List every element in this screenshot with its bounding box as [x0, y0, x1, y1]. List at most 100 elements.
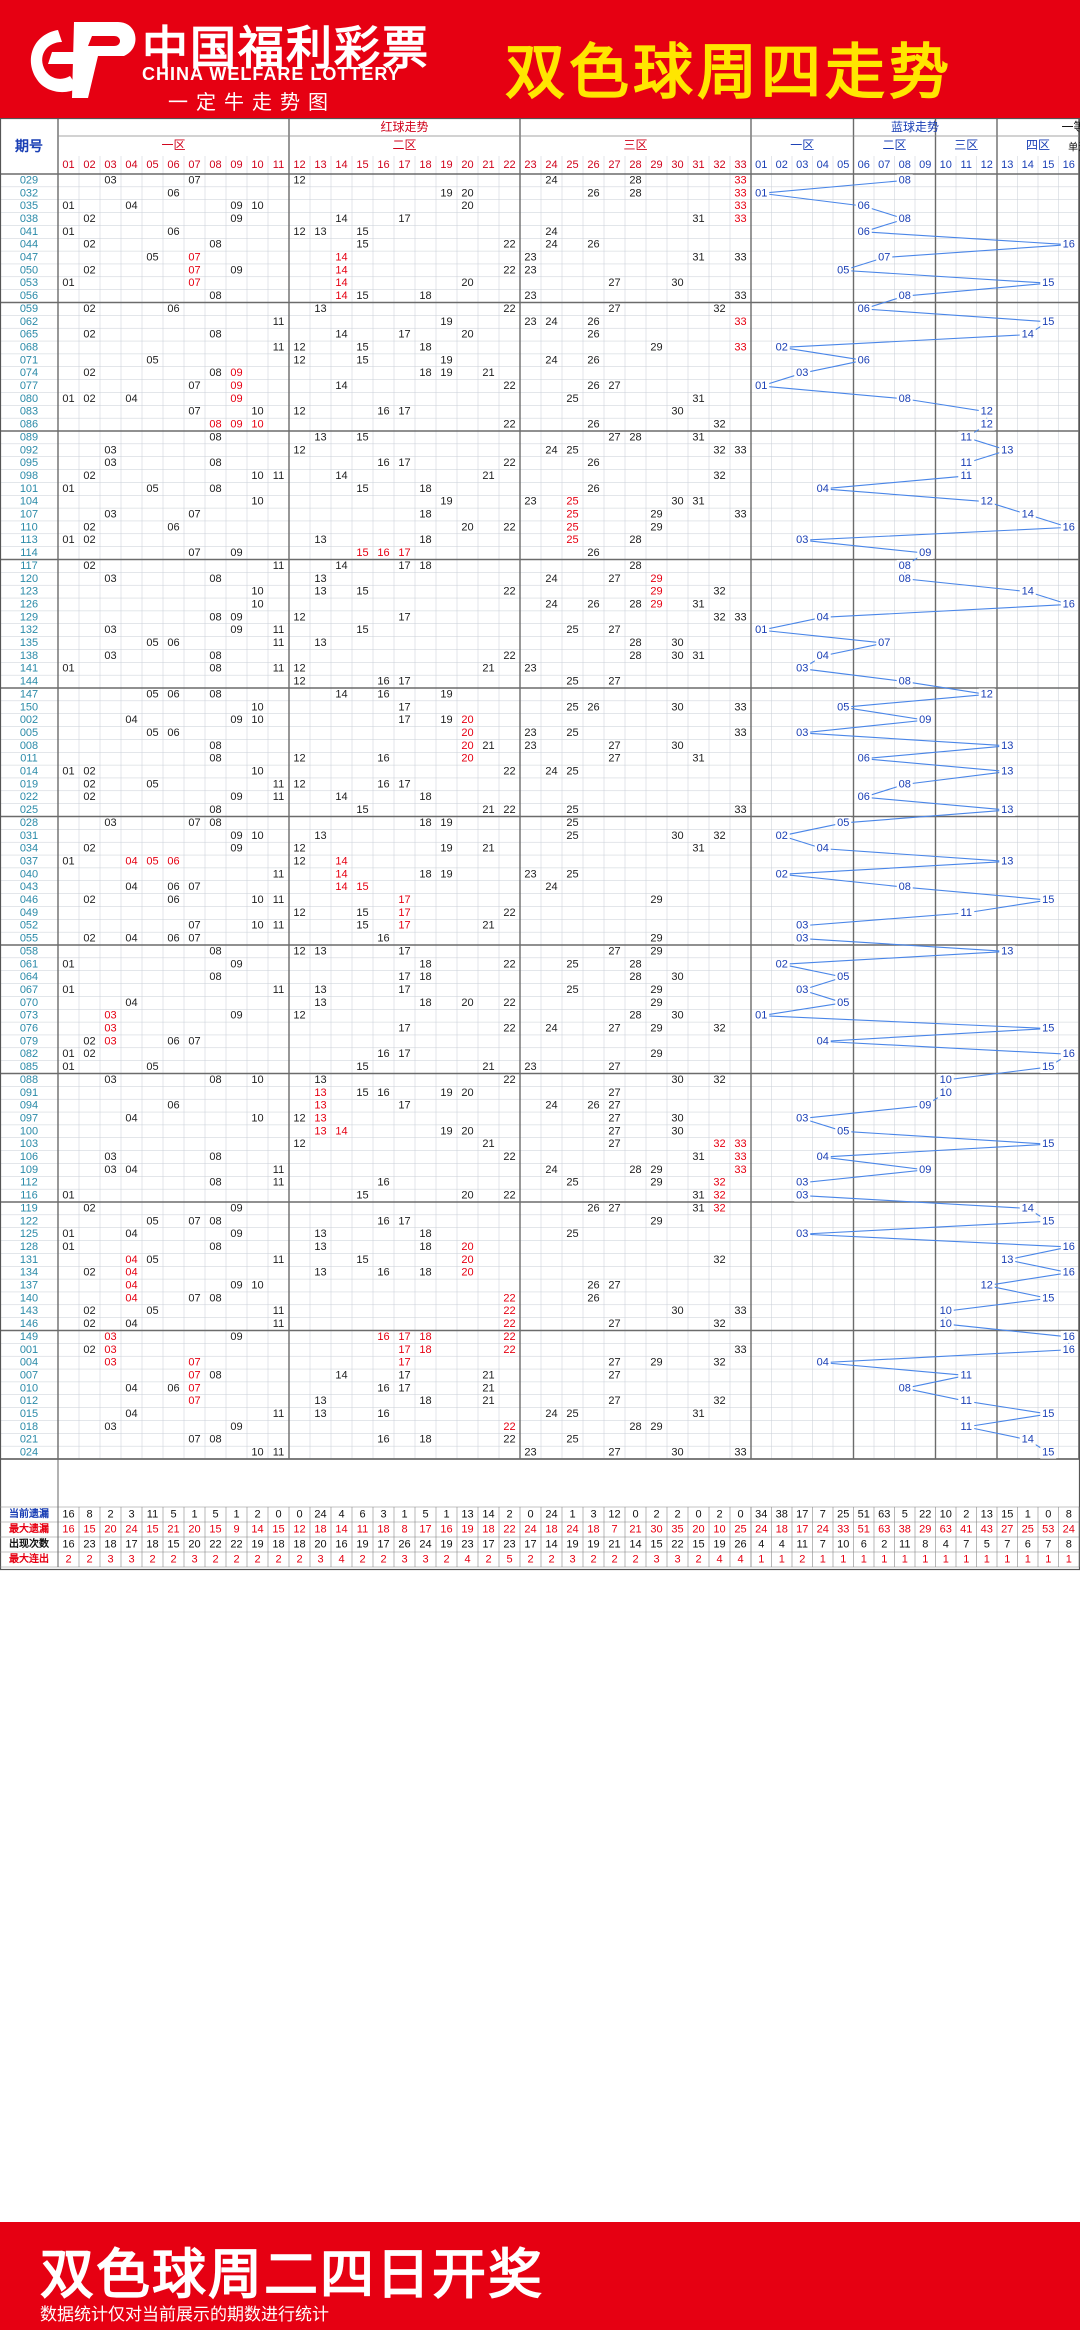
blue-ball-value: 13: [1001, 1254, 1013, 1266]
red-ball-value: 04: [125, 1267, 137, 1279]
blue-stat-value: 1: [1004, 1554, 1010, 1566]
issue-number: 034: [20, 843, 38, 855]
red-ball-value: 14: [335, 688, 347, 700]
red-ball-value: 07: [188, 1357, 200, 1369]
issue-number: 083: [20, 406, 38, 418]
red-ball-value: 30: [671, 1447, 683, 1459]
blue-col-label: 05: [837, 159, 849, 171]
blue-ball-bg: [896, 559, 913, 572]
red-stat-value: 8: [86, 1509, 92, 1521]
red-ball-value: 05: [146, 727, 158, 739]
red-ball-value: 06: [167, 688, 179, 700]
red-ball-value: 30: [671, 1010, 683, 1022]
red-ball-value: 17: [398, 1100, 410, 1112]
issue-number: 103: [20, 1138, 38, 1150]
red-ball-value: 15: [356, 1061, 368, 1073]
red-ball-value: 18: [419, 1395, 431, 1407]
red-ball-value: 14: [335, 560, 347, 572]
red-ball-value: 02: [83, 1048, 95, 1060]
red-ball-value: 06: [167, 637, 179, 649]
red-stat-value: 2: [380, 1554, 386, 1566]
blue-ball-value: 10: [940, 1074, 952, 1086]
red-col-label: 19: [440, 159, 452, 171]
blue-col-label: 07: [878, 159, 890, 171]
issue-number: 022: [20, 791, 38, 803]
red-ball-value: 26: [587, 1100, 599, 1112]
issue-number: 008: [20, 740, 38, 752]
red-stat-value: 22: [671, 1539, 683, 1551]
red-ball-value: 01: [62, 393, 74, 405]
blue-ball-bg: [999, 855, 1016, 868]
red-ball-value: 16: [377, 778, 389, 790]
red-ball-value: 31: [692, 1202, 704, 1214]
blue-ball-value: 12: [981, 1280, 993, 1292]
red-col-label: 07: [188, 159, 200, 171]
blue-ball-bg: [896, 881, 913, 894]
red-ball-value: 15: [356, 483, 368, 495]
blue-ball-bg: [835, 701, 852, 714]
red-ball-value: 26: [587, 483, 599, 495]
red-ball-value: 04: [125, 1228, 137, 1240]
blue-ball-value: 04: [817, 1151, 829, 1163]
red-stat-value: 3: [191, 1554, 197, 1566]
red-ball-value: 25: [566, 727, 578, 739]
red-stat-value: 12: [293, 1524, 305, 1536]
red-ball-value: 31: [692, 753, 704, 765]
blue-ball-value: 08: [899, 573, 911, 585]
blue-ball-value: 12: [981, 688, 993, 700]
issue-number: 019: [20, 778, 38, 790]
red-ball-value: 14: [335, 855, 347, 867]
blue-stat-value: 1: [902, 1554, 908, 1566]
issue-number: 053: [20, 277, 38, 289]
red-ball-value: 20: [461, 521, 473, 533]
welfare-lottery-logo-icon: [30, 22, 136, 98]
red-ball-value: 21: [482, 1369, 494, 1381]
blue-ball-bg: [794, 919, 811, 932]
blue-stat-value: 1: [1066, 1554, 1072, 1566]
red-ball-value: 26: [587, 239, 599, 251]
red-ball-value: 27: [608, 1112, 620, 1124]
red-ball-value: 23: [524, 290, 536, 302]
red-stat-value: 21: [629, 1524, 641, 1536]
stats-grid: [0, 1506, 1080, 1568]
issue-number: 012: [20, 1395, 38, 1407]
blue-ball-bg: [794, 662, 811, 675]
red-ball-value: 11: [273, 637, 284, 649]
red-zone1-header: 一区: [161, 138, 185, 152]
red-ball-value: 09: [230, 843, 242, 855]
red-ball-value: 13: [314, 945, 326, 957]
blue-ball-bg: [855, 354, 872, 367]
red-ball-value: 24: [545, 1023, 557, 1035]
red-ball-value: 12: [293, 341, 305, 353]
red-ball-value: 22: [503, 380, 515, 392]
red-ball-value: 33: [734, 444, 746, 456]
red-zone2-header: 二区: [392, 138, 416, 152]
issue-number: 025: [20, 804, 38, 816]
blue-ball-bg: [794, 983, 811, 996]
stat-label: 出现次数: [9, 1537, 50, 1550]
red-stat-value: 25: [734, 1524, 746, 1536]
red-stat-value: 16: [440, 1524, 452, 1536]
red-ball-value: 01: [62, 200, 74, 212]
blue-ball-bg: [1040, 1215, 1057, 1228]
red-ball-value: 21: [482, 1138, 494, 1150]
blue-ball-value: 14: [1022, 1434, 1034, 1446]
blue-ball-bg: [958, 1369, 975, 1382]
red-ball-value: 30: [671, 701, 683, 713]
red-ball-value: 25: [566, 817, 578, 829]
blue-ball-value: 08: [899, 560, 911, 572]
blue-ball-value: 03: [796, 727, 808, 739]
issue-number: 037: [20, 855, 38, 867]
blue-stat-value: 1: [1025, 1554, 1031, 1566]
red-ball-value: 33: [734, 252, 746, 264]
red-ball-value: 19: [440, 868, 452, 880]
red-stat-value: 18: [377, 1524, 389, 1536]
red-ball-value: 26: [587, 547, 599, 559]
red-ball-value: 19: [440, 316, 452, 328]
red-stat-value: 1: [569, 1509, 575, 1521]
trend-chart: 期号红球走势蓝球走势一等奖一区二区三区一区二区三区四区注数单注(万元)01020…: [0, 118, 1080, 1571]
blue-stat-value: 7: [820, 1509, 826, 1521]
issue-number: 143: [20, 1305, 38, 1317]
blue-col-label: 16: [1063, 159, 1075, 171]
blue-ball-bg: [958, 457, 975, 470]
